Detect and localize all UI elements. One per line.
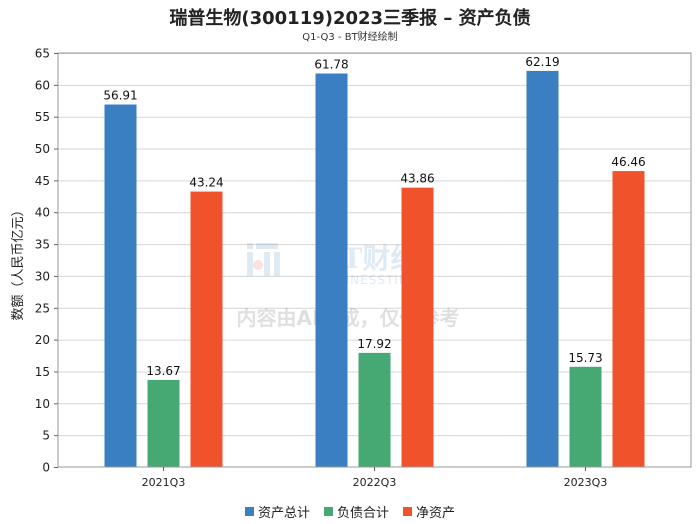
bars: 56.91 13.67 43.24 61.78 17.92 43.86 62.19 15.73… (103, 55, 646, 468)
bar-value-label: 62.19 (525, 55, 559, 69)
bar-0-2 (190, 191, 223, 467)
legend-swatch (403, 507, 412, 516)
legend-item: 负债合计 (323, 502, 389, 521)
watermark-logo-icon (247, 243, 280, 276)
y-tick-label: 0 (42, 461, 50, 475)
chart-title: 瑞普生物(300119)2023三季报 – 资产负债 (169, 8, 531, 29)
y-tick-label: 15 (35, 365, 50, 379)
bar-value-label: 17.92 (357, 337, 391, 351)
y-tick-label: 20 (35, 333, 50, 347)
bar-1-1 (358, 352, 391, 467)
y-tick-label: 60 (35, 78, 50, 92)
legend-label: 净资产 (416, 506, 456, 521)
bar-value-label: 46.46 (611, 155, 645, 169)
axes: 0 5 10 15 20 25 30 35 40 45 50 55 60 65 2021Q3 2022Q3 20… (35, 47, 692, 489)
bar-2-2 (612, 171, 645, 467)
y-axis-label: 数额（人民币亿元） (11, 203, 26, 320)
bar-value-label: 61.78 (314, 58, 348, 72)
x-tick-label: 2021Q3 (142, 476, 186, 489)
bar-value-label: 56.91 (103, 89, 137, 103)
legend-item: 净资产 (403, 502, 455, 521)
legend-label: 资产总计 (257, 506, 310, 521)
bar-value-label: 43.86 (400, 172, 434, 186)
bar-0-0 (104, 104, 137, 468)
y-tick-label: 35 (35, 238, 50, 252)
legend-swatch (244, 507, 254, 516)
y-tick-label: 30 (35, 269, 50, 283)
bar-2-0 (526, 70, 559, 468)
chart-subtitle: Q1-Q3 - BT财经绘制 (302, 32, 398, 43)
legend-label: 负债合计 (336, 506, 389, 521)
bar-value-label: 15.73 (568, 351, 602, 365)
y-tick-label: 65 (35, 47, 50, 61)
legend-swatch (323, 507, 333, 516)
y-tick-label: 50 (35, 142, 50, 156)
bar-value-label: 43.24 (189, 176, 223, 190)
bar-value-label: 13.67 (146, 364, 180, 378)
y-tick-label: 10 (35, 397, 50, 411)
y-tick-label: 55 (35, 110, 50, 124)
x-tick-label: 2023Q3 (564, 476, 608, 489)
x-tick-label: 2022Q3 (353, 476, 397, 489)
legend: 资产总计 负债合计 净资产 (0, 502, 700, 521)
y-tick-label: 25 (35, 301, 50, 315)
y-tick-label: 5 (42, 429, 50, 443)
y-tick-label: 45 (35, 174, 50, 188)
bar-2-1 (569, 366, 602, 467)
bar-1-2 (401, 187, 434, 467)
bar-1-0 (315, 73, 348, 468)
y-tick-label: 40 (35, 206, 50, 220)
bar-0-1 (147, 379, 180, 467)
legend-item: 资产总计 (244, 502, 310, 521)
